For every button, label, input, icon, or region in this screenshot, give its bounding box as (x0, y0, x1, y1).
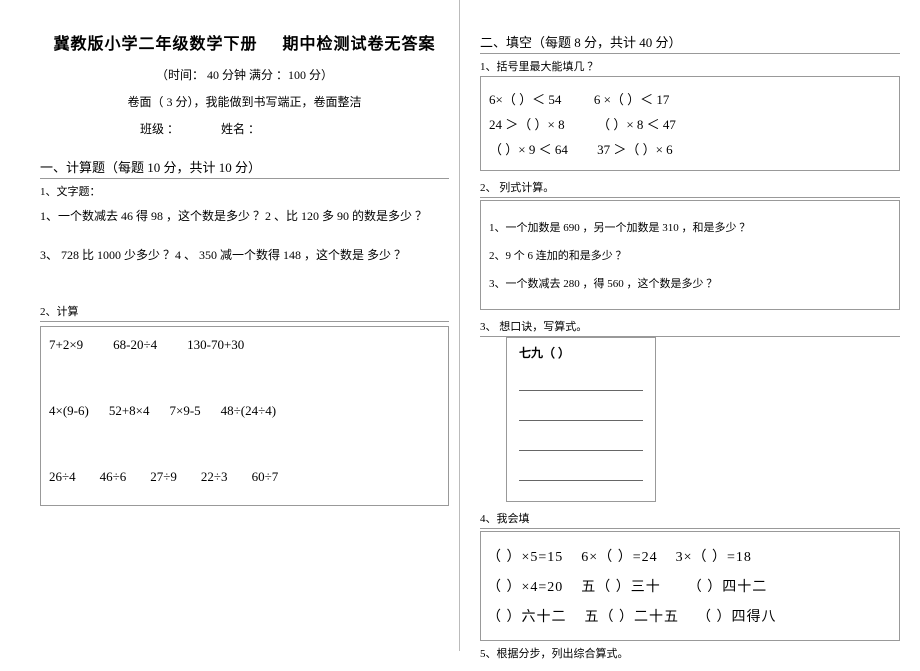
huitian-cell: 3×（ ）=18 (676, 550, 752, 565)
q1-line-b: 3、 728 比 1000 少多少 ？4 、 350 减一个数得 148 ，这个… (40, 246, 449, 263)
calc-cell: 7+2×9 (49, 337, 83, 353)
r-q4-label: 4、我会填 (480, 508, 900, 529)
koujue-box: 七九（ ） (506, 337, 656, 502)
calc-cell: 22÷3 (201, 469, 228, 485)
huitian-box: （ ）×5=15 6×（ ）=24 3×（ ）=18 （ ）×4=20 五（ ）… (480, 531, 900, 641)
huitian-cell: （ ）四十二 (688, 580, 768, 595)
name-label: 姓名 ： (221, 122, 260, 136)
word-problem-box: 1、一个加数是 690 ，另一个加数是 310 ，和是多少 ？ 2、9 个 6 … (480, 200, 900, 310)
huitian-cell: 五（ ）三十 (581, 580, 661, 595)
koujue-blank-line (519, 429, 643, 451)
huitian-row: （ ）六十二 五（ ）二十五 （ ）四得八 (487, 606, 893, 626)
right-column: 二、填空（每题 8 分，共计 40 分） 1、括号里最大能填几 ？ 6×（ ）＜… (460, 0, 920, 671)
title-part-1: 冀教版小学二年级数学下册 (53, 36, 257, 53)
fill-cell: （ ）× 9 ＜ 64 (489, 142, 568, 157)
time-info: （时间： 40 分钟 满分 ：100 分） (40, 66, 449, 83)
r-q2-label: 2、 列式计算。 (480, 177, 900, 198)
q1-label: 1、文字题： (40, 183, 449, 199)
section-1-heading: 一、计算题（每题 10 分，共计 10 分） (40, 155, 449, 179)
huitian-cell: 6×（ ）=24 (581, 550, 657, 565)
koujue-blank-line (519, 369, 643, 391)
word-q-1: 1、一个加数是 690 ，另一个加数是 310 ，和是多少 ？ (489, 219, 891, 235)
q2-label: 2、计算 (40, 301, 449, 322)
koujue-head: 七九（ ） (519, 344, 643, 361)
koujue-blank-line (519, 399, 643, 421)
huitian-cell: （ ）六十二 (487, 610, 567, 625)
section-2-heading: 二、填空（每题 8 分，共计 40 分） (480, 30, 900, 54)
huitian-cell: （ ）×4=20 (487, 580, 563, 595)
r-q1-label: 1、括号里最大能填几 ？ (480, 58, 900, 74)
fill-cell: （ ）× 8 ＜ 47 (597, 117, 676, 132)
word-q-2: 2、9 个 6 连加的和是多少 ？ (489, 247, 891, 263)
fill-row: （ ）× 9 ＜ 64 37 ＞（ ）× 6 (489, 139, 891, 158)
calc-cell: 27÷9 (150, 469, 177, 485)
calc-cell: 26÷4 (49, 469, 76, 485)
huitian-row: （ ）×4=20 五（ ）三十 （ ）四十二 (487, 576, 893, 596)
word-q-3: 3、一个数减去 280 ，得 560 ，这个数是多少 ？ (489, 275, 891, 291)
calc-cell: 46÷6 (100, 469, 127, 485)
calc-cell: 52+8×4 (109, 403, 150, 419)
q1-line-a: 1、一个数减去 46 得 98 ，这个数是多少 ？2 、比 120 多 90 的… (40, 207, 449, 224)
calc-row-3: 26÷4 46÷6 27÷9 22÷3 60÷7 (49, 469, 440, 485)
fill-box: 6×（ ）＜ 54 6 ×（ ）＜ 17 24 ＞（ ）× 8 （ ）× 8 ＜… (480, 76, 900, 171)
calc-cell: 130-70+30 (187, 337, 244, 353)
huitian-cell: （ ）×5=15 (487, 550, 563, 565)
fill-row: 6×（ ）＜ 54 6 ×（ ）＜ 17 (489, 89, 891, 108)
calc-box: 7+2×9 68-20÷4 130-70+30 4×(9-6) 52+8×4 7… (40, 326, 449, 506)
fill-cell: 6×（ ）＜ 54 (489, 92, 561, 107)
huitian-cell: 五（ ）二十五 (585, 610, 680, 625)
huitian-row: （ ）×5=15 6×（ ）=24 3×（ ）=18 (487, 546, 893, 566)
r-q3-label: 3、 想口诀，写算式。 (480, 316, 900, 337)
calc-cell: 60÷7 (252, 469, 279, 485)
student-fields: 班级 ： 姓名 ： (140, 120, 449, 137)
calc-cell: 68-20÷4 (113, 337, 157, 353)
fill-cell: 6 ×（ ）＜ 17 (594, 92, 670, 107)
r-q5-label: 5、根据分步，列出综合算式。 (480, 645, 900, 661)
calc-cell: 4×(9-6) (49, 403, 89, 419)
fill-cell: 37 ＞（ ）× 6 (597, 142, 673, 157)
title-part-2: 期中检测试卷无答案 (283, 36, 436, 53)
huitian-cell: （ ）四得八 (697, 610, 777, 625)
doc-title: 冀教版小学二年级数学下册 期中检测试卷无答案 (40, 30, 449, 54)
fill-row: 24 ＞（ ）× 8 （ ）× 8 ＜ 47 (489, 114, 891, 133)
left-column: 冀教版小学二年级数学下册 期中检测试卷无答案 （时间： 40 分钟 满分 ：10… (0, 0, 460, 651)
juanmian-info: 卷面（ 3 分），我能做到书写端正，卷面整洁 (40, 93, 449, 110)
calc-cell: 48÷(24÷4) (221, 403, 276, 419)
calc-row-2: 4×(9-6) 52+8×4 7×9-5 48÷(24÷4) (49, 403, 440, 419)
calc-cell: 7×9-5 (170, 403, 201, 419)
calc-row-1: 7+2×9 68-20÷4 130-70+30 (49, 337, 440, 353)
fill-cell: 24 ＞（ ）× 8 (489, 117, 565, 132)
class-label: 班级 ： (140, 122, 179, 136)
koujue-blank-line (519, 459, 643, 481)
